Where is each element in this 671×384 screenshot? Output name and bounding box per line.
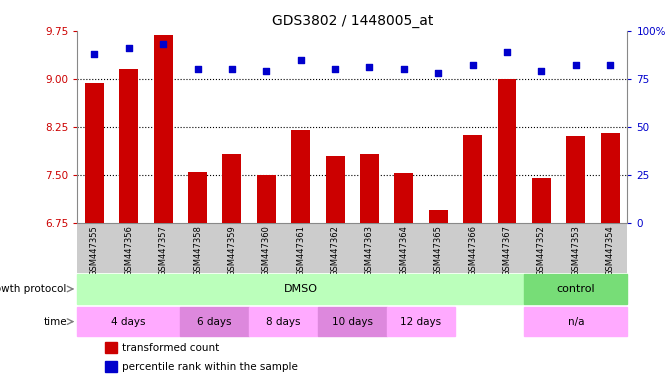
Bar — [105, 361, 117, 372]
Text: GSM447355: GSM447355 — [90, 225, 99, 276]
Point — [295, 56, 306, 63]
Text: GSM447360: GSM447360 — [262, 225, 271, 276]
Bar — [154, 35, 172, 223]
Bar — [532, 178, 551, 223]
Text: GSM447367: GSM447367 — [503, 225, 511, 276]
Text: DMSO: DMSO — [284, 284, 317, 294]
Bar — [249, 307, 318, 336]
Text: transformed count: transformed count — [122, 343, 219, 353]
Bar — [524, 274, 627, 304]
Text: time: time — [43, 316, 67, 327]
Point — [433, 70, 444, 76]
Bar — [601, 133, 619, 223]
Text: GSM447352: GSM447352 — [537, 225, 546, 276]
Bar — [498, 79, 517, 223]
Text: GSM447362: GSM447362 — [331, 225, 340, 276]
Bar — [119, 69, 138, 223]
Title: GDS3802 / 1448005_at: GDS3802 / 1448005_at — [272, 14, 433, 28]
Bar — [429, 210, 448, 223]
Point — [329, 66, 340, 72]
Bar — [223, 154, 242, 223]
Text: 6 days: 6 days — [197, 316, 232, 327]
Bar — [463, 135, 482, 223]
Bar — [360, 154, 379, 223]
Text: percentile rank within the sample: percentile rank within the sample — [122, 362, 298, 372]
Bar — [395, 174, 413, 223]
Text: control: control — [556, 284, 595, 294]
Text: GSM447363: GSM447363 — [365, 225, 374, 276]
Point — [158, 41, 168, 47]
Text: GSM447353: GSM447353 — [571, 225, 580, 276]
Text: 4 days: 4 days — [111, 316, 146, 327]
Text: 10 days: 10 days — [331, 316, 373, 327]
Text: GSM447356: GSM447356 — [124, 225, 134, 276]
Point — [467, 62, 478, 68]
Text: 8 days: 8 days — [266, 316, 301, 327]
Point — [261, 68, 272, 74]
Bar — [257, 175, 276, 223]
Text: GSM447358: GSM447358 — [193, 225, 202, 276]
Bar — [291, 130, 310, 223]
Bar — [566, 136, 585, 223]
Bar — [105, 342, 117, 353]
Point — [570, 62, 581, 68]
Point — [192, 66, 203, 72]
Bar — [77, 274, 524, 304]
Bar — [318, 307, 386, 336]
Point — [123, 45, 134, 51]
Bar — [386, 307, 456, 336]
Bar — [77, 307, 180, 336]
Point — [364, 64, 375, 70]
Bar — [188, 172, 207, 223]
Bar — [524, 307, 627, 336]
Text: GSM447365: GSM447365 — [433, 225, 443, 276]
Text: GSM447359: GSM447359 — [227, 225, 236, 276]
Point — [605, 62, 615, 68]
Point — [502, 49, 513, 55]
Text: GSM447357: GSM447357 — [158, 225, 168, 276]
Bar — [85, 83, 104, 223]
Point — [227, 66, 238, 72]
Bar — [180, 307, 249, 336]
Point — [399, 66, 409, 72]
Text: GSM447354: GSM447354 — [606, 225, 615, 276]
Text: GSM447366: GSM447366 — [468, 225, 477, 276]
Point — [89, 51, 100, 57]
Text: growth protocol: growth protocol — [0, 284, 67, 294]
Text: GSM447361: GSM447361 — [296, 225, 305, 276]
Text: 12 days: 12 days — [401, 316, 442, 327]
Bar — [325, 156, 344, 223]
Point — [536, 68, 547, 74]
Text: GSM447364: GSM447364 — [399, 225, 409, 276]
Text: n/a: n/a — [568, 316, 584, 327]
